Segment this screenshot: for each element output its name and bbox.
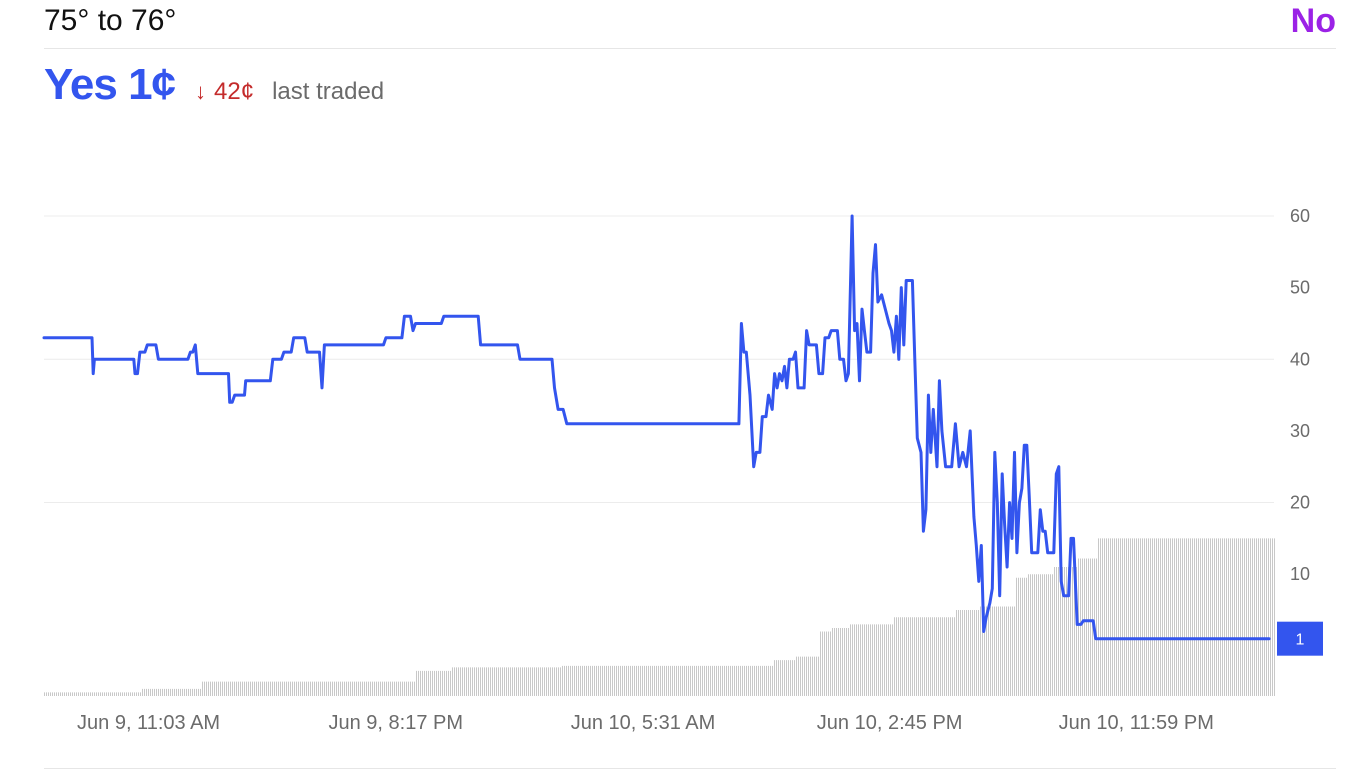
y-axis: 60 50 40 30 20 10 bbox=[1290, 206, 1310, 584]
x-tick-label: Jun 10, 11:59 PM bbox=[1059, 712, 1214, 734]
volume-bars bbox=[44, 538, 1275, 696]
chart-grid bbox=[44, 215, 1274, 504]
chart-series bbox=[42, 214, 1271, 641]
current-value-label: 1 bbox=[1296, 632, 1305, 649]
y-tick-label: 10 bbox=[1290, 564, 1310, 584]
x-tick-label: Jun 9, 8:17 PM bbox=[329, 712, 464, 734]
no-outcome-button[interactable]: No bbox=[1290, 2, 1336, 40]
market-title: 75° to 76° bbox=[44, 4, 177, 37]
x-tick-label: Jun 9, 11:03 AM bbox=[77, 712, 220, 734]
x-axis: Jun 9, 11:03 AM Jun 9, 8:17 PM Jun 10, 5:3… bbox=[77, 712, 1214, 734]
footer-divider bbox=[44, 768, 1336, 769]
price-change-value: 42¢ bbox=[214, 78, 255, 105]
current-value-box bbox=[1277, 621, 1323, 656]
price-summary: Yes 1¢ ↓ 42¢ last traded bbox=[44, 60, 384, 116]
price-change: ↓ 42¢ bbox=[195, 78, 254, 106]
y-tick-label: 40 bbox=[1290, 349, 1310, 369]
current-value-badge: 1 bbox=[1277, 621, 1323, 656]
x-tick-label: Jun 10, 2:45 PM bbox=[817, 712, 963, 734]
arrow-down-icon: ↓ bbox=[195, 79, 207, 104]
market-header: 75° to 76° No bbox=[44, 0, 1336, 49]
last-traded-label: last traded bbox=[272, 78, 385, 105]
y-tick-label: 50 bbox=[1290, 278, 1310, 298]
y-tick-label: 20 bbox=[1290, 493, 1310, 513]
yes-price: Yes 1¢ bbox=[44, 60, 176, 109]
x-tick-label: Jun 10, 5:31 AM bbox=[571, 712, 716, 734]
yes-price-line bbox=[42, 214, 1271, 641]
y-tick-label: 60 bbox=[1290, 206, 1310, 226]
y-tick-label: 30 bbox=[1290, 421, 1310, 441]
